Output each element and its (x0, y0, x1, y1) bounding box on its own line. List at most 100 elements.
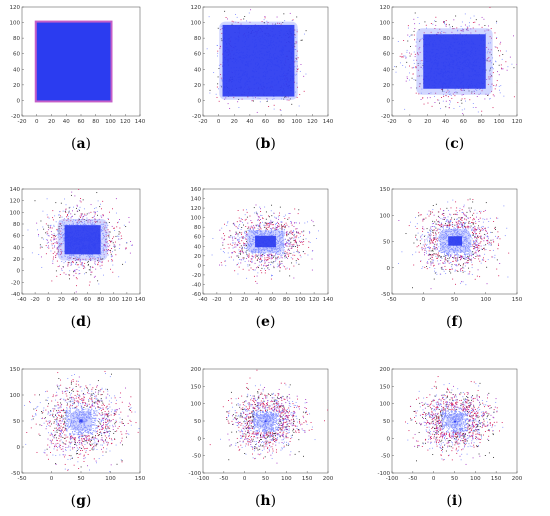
scatter-point (114, 244, 116, 246)
scatter-point (234, 233, 236, 235)
scatter-point (86, 256, 88, 258)
scatter-point (56, 248, 58, 250)
scatter-point (234, 237, 236, 239)
scatter-point (394, 66, 395, 68)
scatter-point (252, 228, 254, 230)
scatter-point (117, 221, 119, 223)
scatter-point (268, 255, 270, 257)
scatter-point (106, 232, 108, 234)
scatter-point (58, 228, 60, 230)
scatter-point (61, 216, 63, 218)
scatter-point (251, 231, 253, 233)
scatter-point (281, 221, 283, 223)
scatter-point (258, 252, 259, 254)
scatter-point (481, 110, 483, 112)
scatter-point (240, 220, 242, 222)
scatter-point (226, 225, 228, 227)
scatter-point (406, 76, 408, 78)
scatter-point (260, 253, 262, 254)
scatter-point (78, 208, 80, 210)
scatter-point (479, 260, 481, 262)
y-tick-label: 40 (13, 67, 20, 73)
scatter-point (252, 269, 254, 271)
scatter-point (80, 223, 82, 225)
scatter-point (511, 63, 513, 65)
scatter-point (285, 241, 287, 243)
scatter-point (280, 254, 282, 256)
scatter-point (265, 230, 267, 232)
scatter-points (211, 204, 320, 284)
scatter-point (421, 248, 423, 250)
scatter-point (276, 229, 278, 230)
scatter-point (75, 277, 77, 279)
scatter-point (293, 277, 295, 279)
scatter-point (81, 215, 83, 217)
scatter-point (247, 226, 249, 228)
scatter-point (243, 245, 245, 247)
scatter-point (115, 254, 117, 256)
scatter-point (410, 87, 412, 89)
scatter-point (433, 214, 435, 216)
scatter-point (235, 21, 237, 23)
scatter-point (489, 76, 491, 78)
scatter-point (105, 241, 107, 243)
scatter-point (73, 271, 74, 273)
scatter-point (101, 245, 103, 247)
scatter-point (297, 258, 299, 260)
scatter-point (451, 97, 453, 99)
scatter-point (484, 30, 486, 32)
scatter-point (282, 225, 284, 227)
scatter-point (52, 262, 54, 264)
scatter-point (100, 241, 102, 243)
scatter-point (268, 232, 270, 234)
scatter-point (261, 250, 263, 252)
scatter-point (410, 53, 412, 55)
scatter-point (418, 48, 420, 50)
scatter-point (252, 226, 253, 228)
scatter-point (260, 208, 261, 210)
scatter-point (70, 256, 72, 258)
scatter-point (93, 216, 94, 218)
scatter-point (98, 261, 100, 263)
scatter-point (221, 86, 222, 88)
scatter-point (41, 237, 43, 239)
scatter-point (445, 94, 447, 96)
scatter-point (268, 234, 270, 236)
scatter-point (485, 33, 487, 35)
scatter-point (254, 262, 256, 264)
scatter-point (251, 255, 253, 257)
scatter-point (272, 250, 274, 252)
scatter-point (60, 249, 62, 250)
scatter-point (71, 224, 73, 226)
scatter-point (276, 258, 278, 259)
scatter-point (73, 254, 75, 256)
scatter-point (106, 226, 108, 228)
scatter-point (441, 31, 443, 32)
scatter-point (242, 236, 244, 238)
scatter-point (251, 243, 253, 245)
scatter-point (108, 222, 110, 223)
scatter-point (291, 103, 293, 105)
scatter-point (53, 233, 55, 235)
y-tick-label: 0 (387, 98, 391, 104)
scatter-point (275, 224, 276, 226)
scatter-point (118, 248, 120, 249)
scatter-point (284, 223, 286, 225)
scatter-point (221, 27, 223, 29)
scatter-point (267, 250, 268, 252)
scatter-point (75, 207, 77, 209)
scatter-point (406, 49, 408, 51)
scatter-point (279, 243, 281, 245)
scatter-point (263, 255, 265, 257)
scatter-point (62, 242, 64, 244)
scatter-point (84, 213, 86, 215)
scatter-point (499, 50, 501, 52)
scatter-point (482, 88, 484, 90)
scatter-point (267, 255, 269, 257)
scatter-points (394, 7, 517, 115)
scatter-point (260, 230, 262, 232)
scatter-point (260, 254, 262, 256)
scatter-point (261, 260, 262, 262)
scatter-point (296, 29, 298, 31)
scatter-point (271, 229, 273, 231)
